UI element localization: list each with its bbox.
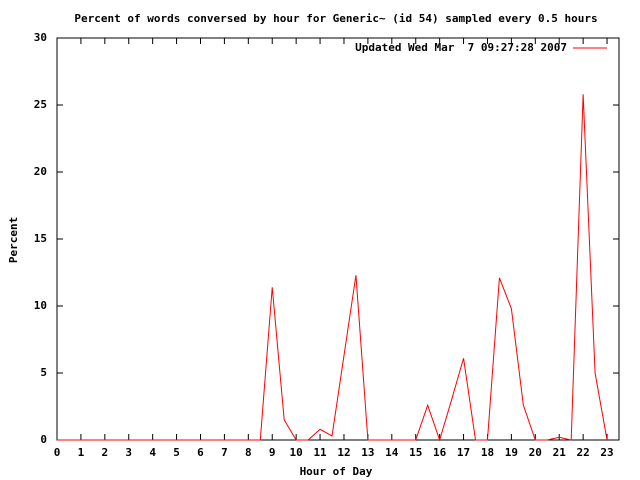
x-axis-label: Hour of Day	[300, 465, 373, 478]
x-tick-label: 2	[102, 446, 109, 459]
y-tick-label: 20	[34, 165, 47, 178]
x-tick-label: 0	[54, 446, 61, 459]
y-tick-label: 5	[40, 366, 47, 379]
data-line	[57, 94, 608, 442]
x-tick-label: 9	[269, 446, 276, 459]
x-tick-label: 23	[600, 446, 613, 459]
legend-label: Updated Wed Mar 7 09:27:28 2007	[355, 41, 567, 54]
y-tick-label: 25	[34, 98, 47, 111]
x-tick-label: 8	[245, 446, 252, 459]
x-tick-label: 10	[290, 446, 303, 459]
y-tick-label: 10	[34, 299, 47, 312]
x-tick-label: 13	[361, 446, 374, 459]
y-tick-label: 30	[34, 31, 47, 44]
x-tick-label: 21	[553, 446, 567, 459]
x-tick-label: 16	[433, 446, 447, 459]
chart-title: Percent of words conversed by hour for G…	[74, 12, 597, 25]
x-tick-label: 3	[125, 446, 132, 459]
y-tick-label: 0	[40, 433, 47, 446]
x-tick-label: 11	[313, 446, 327, 459]
x-tick-label: 6	[197, 446, 204, 459]
x-tick-label: 15	[409, 446, 422, 459]
x-tick-label: 7	[221, 446, 228, 459]
x-tick-label: 12	[337, 446, 350, 459]
x-tick-label: 22	[577, 446, 590, 459]
x-tick-label: 18	[481, 446, 494, 459]
plot-frame	[56, 37, 620, 441]
x-tick-label: 19	[505, 446, 518, 459]
x-tick-label: 4	[149, 446, 156, 459]
x-tick-label: 20	[529, 446, 542, 459]
x-tick-label: 17	[457, 446, 470, 459]
y-axis-label: Percent	[7, 217, 20, 263]
x-tick-label: 1	[78, 446, 85, 459]
x-tick-label: 5	[173, 446, 180, 459]
y-tick-label: 15	[34, 232, 47, 245]
x-tick-label: 14	[385, 446, 399, 459]
